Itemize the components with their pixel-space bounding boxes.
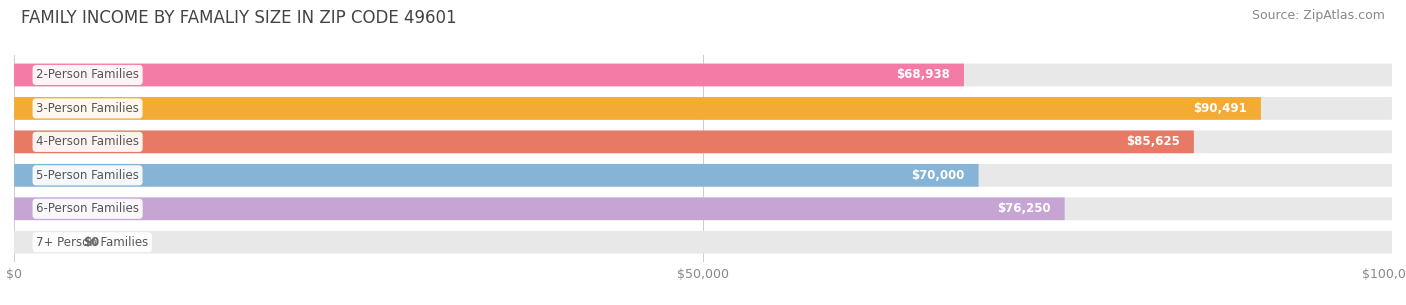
Text: 5-Person Families: 5-Person Families bbox=[37, 169, 139, 182]
Text: 2-Person Families: 2-Person Families bbox=[37, 68, 139, 81]
Text: $85,625: $85,625 bbox=[1126, 135, 1180, 148]
Text: Source: ZipAtlas.com: Source: ZipAtlas.com bbox=[1251, 9, 1385, 22]
FancyBboxPatch shape bbox=[14, 164, 1392, 187]
Text: $68,938: $68,938 bbox=[896, 68, 950, 81]
FancyBboxPatch shape bbox=[14, 164, 979, 187]
FancyBboxPatch shape bbox=[14, 97, 1261, 120]
FancyBboxPatch shape bbox=[14, 231, 1392, 253]
FancyBboxPatch shape bbox=[14, 97, 1392, 120]
FancyBboxPatch shape bbox=[14, 131, 1194, 153]
Text: FAMILY INCOME BY FAMALIY SIZE IN ZIP CODE 49601: FAMILY INCOME BY FAMALIY SIZE IN ZIP COD… bbox=[21, 9, 457, 27]
Text: $90,491: $90,491 bbox=[1194, 102, 1247, 115]
Text: $0: $0 bbox=[83, 236, 100, 249]
Text: 7+ Person Families: 7+ Person Families bbox=[37, 236, 149, 249]
Text: 4-Person Families: 4-Person Families bbox=[37, 135, 139, 148]
Text: $70,000: $70,000 bbox=[911, 169, 965, 182]
FancyBboxPatch shape bbox=[14, 197, 1064, 220]
FancyBboxPatch shape bbox=[14, 64, 1392, 86]
Text: 6-Person Families: 6-Person Families bbox=[37, 202, 139, 215]
Text: $76,250: $76,250 bbox=[997, 202, 1050, 215]
Text: 3-Person Families: 3-Person Families bbox=[37, 102, 139, 115]
FancyBboxPatch shape bbox=[14, 131, 1392, 153]
FancyBboxPatch shape bbox=[14, 64, 965, 86]
FancyBboxPatch shape bbox=[14, 197, 1392, 220]
